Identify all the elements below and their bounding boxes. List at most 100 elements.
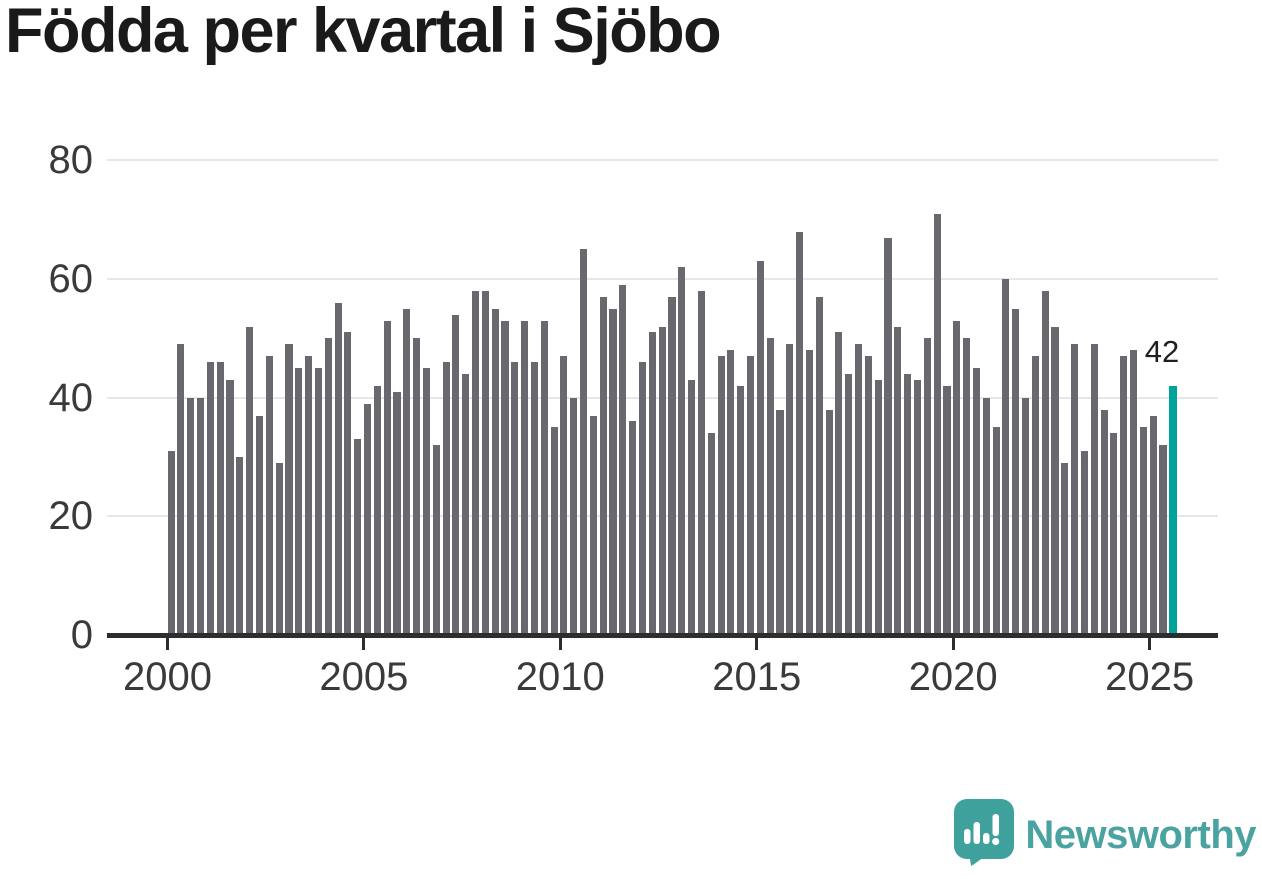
x-axis-label-2015: 2015 bbox=[712, 655, 802, 699]
bar bbox=[648, 332, 656, 635]
bar bbox=[472, 290, 480, 635]
bar bbox=[1061, 463, 1069, 635]
bar bbox=[236, 457, 244, 635]
bar bbox=[550, 427, 558, 635]
bar bbox=[894, 326, 902, 635]
bar bbox=[501, 320, 509, 635]
bar bbox=[314, 368, 322, 635]
bar bbox=[913, 379, 922, 635]
chart-title: Födda per kvartal i Sjöbo bbox=[5, 0, 722, 66]
bar bbox=[923, 338, 931, 635]
bar bbox=[226, 379, 234, 635]
gridline-y80 bbox=[107, 159, 1218, 162]
bar bbox=[334, 302, 342, 635]
bar bbox=[197, 397, 205, 635]
x-axis-tick-2010 bbox=[558, 637, 562, 650]
last-value-label: 42 bbox=[1144, 334, 1180, 369]
bar bbox=[187, 397, 195, 635]
x-axis-tick-2020 bbox=[951, 637, 955, 650]
bar bbox=[1080, 451, 1089, 635]
bar bbox=[855, 344, 863, 635]
bar bbox=[1041, 290, 1049, 635]
bar bbox=[511, 362, 519, 635]
newsworthy-logo-text: Newsworthy bbox=[1025, 812, 1256, 857]
bar bbox=[1071, 344, 1079, 635]
bar bbox=[246, 326, 254, 635]
bar bbox=[363, 403, 372, 635]
gridline-y60 bbox=[107, 278, 1218, 281]
bar bbox=[737, 385, 745, 635]
bar bbox=[452, 314, 460, 635]
bar bbox=[658, 326, 666, 635]
bar bbox=[943, 385, 951, 635]
bar bbox=[1149, 415, 1157, 635]
bar bbox=[786, 344, 794, 635]
bar bbox=[413, 338, 421, 635]
bar bbox=[874, 379, 882, 635]
bar bbox=[393, 391, 401, 635]
x-axis-tick-2000 bbox=[166, 637, 169, 650]
y-axis-label-80: 80 bbox=[48, 138, 94, 183]
bar bbox=[638, 362, 647, 635]
bar bbox=[933, 213, 941, 635]
bar bbox=[530, 362, 539, 635]
bar bbox=[746, 356, 755, 635]
bar bbox=[1012, 308, 1020, 635]
bar bbox=[884, 237, 892, 635]
bar bbox=[697, 290, 705, 635]
bar bbox=[776, 409, 784, 635]
bar bbox=[796, 231, 804, 635]
bar bbox=[403, 308, 411, 635]
bar bbox=[373, 385, 381, 635]
bar bbox=[717, 356, 725, 635]
x-axis-tick-2005 bbox=[362, 637, 366, 650]
bar bbox=[825, 409, 833, 635]
bar bbox=[668, 296, 676, 635]
bar bbox=[864, 356, 872, 635]
bar bbox=[707, 433, 715, 635]
bar bbox=[481, 290, 489, 635]
bar bbox=[206, 362, 214, 635]
bar bbox=[835, 332, 843, 635]
bar bbox=[1090, 344, 1098, 635]
bar bbox=[589, 415, 597, 635]
bar bbox=[383, 320, 391, 635]
bar bbox=[992, 427, 1000, 635]
y-axis-label-0: 0 bbox=[70, 613, 93, 657]
bar bbox=[295, 368, 303, 635]
bar bbox=[599, 296, 607, 635]
bar bbox=[972, 368, 980, 635]
bar bbox=[1159, 445, 1167, 635]
bar bbox=[216, 362, 224, 635]
bar bbox=[255, 415, 264, 635]
bar bbox=[805, 350, 814, 635]
bar bbox=[1021, 397, 1030, 635]
bar bbox=[766, 338, 774, 635]
bar bbox=[953, 320, 961, 635]
bar bbox=[982, 397, 990, 635]
bar bbox=[815, 296, 823, 635]
bar bbox=[560, 356, 568, 635]
bar bbox=[167, 451, 175, 635]
bar bbox=[285, 344, 293, 635]
bar bbox=[354, 439, 362, 635]
bar bbox=[1031, 356, 1039, 635]
bar bbox=[619, 285, 627, 635]
bar bbox=[688, 379, 696, 635]
y-axis-label-20: 20 bbox=[48, 494, 94, 539]
newsworthy-logo[interactable]: Newsworthy bbox=[951, 798, 1256, 871]
bar bbox=[727, 350, 735, 635]
bar bbox=[324, 338, 332, 635]
bar bbox=[1120, 356, 1128, 635]
bar bbox=[1100, 409, 1108, 635]
newsworthy-logo-icon bbox=[951, 798, 1015, 871]
bar bbox=[580, 249, 588, 635]
bar bbox=[1130, 350, 1138, 635]
x-axis-label-2025: 2025 bbox=[1105, 655, 1195, 699]
x-axis-label-2000: 2000 bbox=[123, 655, 212, 699]
bar bbox=[540, 320, 548, 635]
bar bbox=[422, 368, 430, 635]
bar bbox=[462, 374, 470, 635]
x-axis-label-2010: 2010 bbox=[515, 655, 605, 699]
bar bbox=[756, 261, 764, 635]
